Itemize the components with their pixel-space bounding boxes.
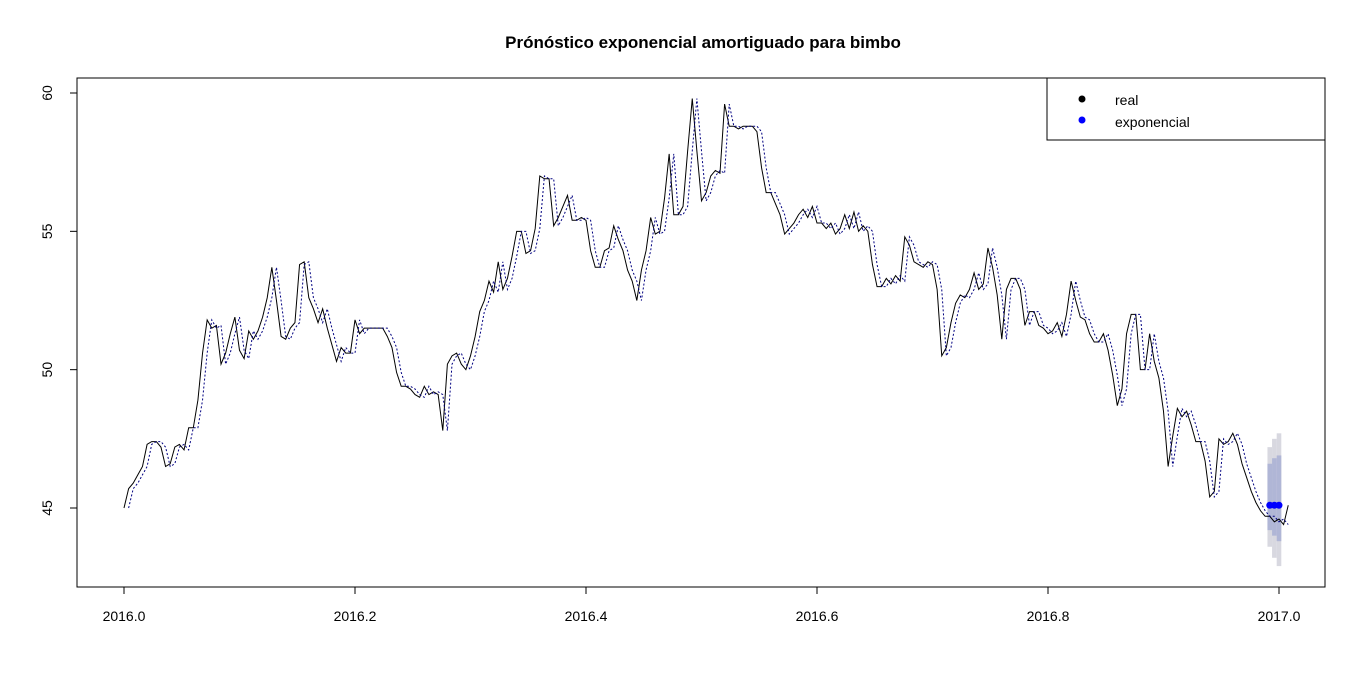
- y-tick-label: 50: [39, 362, 55, 378]
- x-tick-label: 2016.4: [565, 608, 608, 624]
- legend-label-real: real: [1115, 92, 1138, 108]
- x-tick-label: 2016.0: [103, 608, 146, 624]
- x-tick-label: 2016.6: [796, 608, 839, 624]
- chart-title: Prónóstico exponencial amortiguado para …: [505, 33, 901, 52]
- plot-area: [123, 98, 1289, 567]
- legend-marker-real: [1078, 95, 1086, 103]
- series-line-real: [123, 98, 1289, 526]
- x-tick-label: 2017.0: [1258, 608, 1301, 624]
- y-tick-label: 45: [39, 500, 55, 516]
- legend: real exponencial: [1046, 77, 1326, 141]
- y-tick-label: 60: [39, 85, 55, 101]
- x-tick-label: 2016.8: [1027, 608, 1070, 624]
- x-tick-label: 2016.2: [334, 608, 377, 624]
- y-tick-label: 55: [39, 223, 55, 239]
- legend-marker-exponencial: [1078, 116, 1086, 124]
- forecast-point: [1275, 501, 1283, 509]
- forecast-band-80-segment: [1267, 463, 1273, 531]
- series-line-exponencial: [128, 98, 1289, 525]
- plot-frame: [76, 77, 1326, 588]
- forecast-band-80-segment: [1272, 458, 1277, 536]
- x-axis: 2016.0 2016.2 2016.4 2016.6 2016.8 2017.0: [103, 586, 1301, 624]
- y-axis: 45 50 55 60: [39, 85, 78, 516]
- legend-box: [1046, 77, 1326, 141]
- legend-label-exponencial: exponencial: [1115, 114, 1190, 130]
- forecast-band-80-segment: [1276, 455, 1282, 542]
